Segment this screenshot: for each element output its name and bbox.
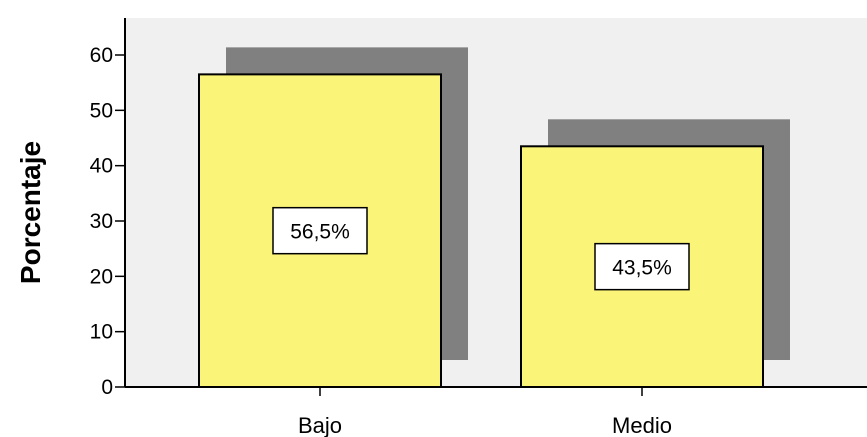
y-tick-label: 40 (90, 155, 113, 178)
y-tick-label: 60 (90, 44, 113, 67)
y-tick-label: 30 (90, 210, 113, 233)
y-axis-label: Porcentaje (15, 141, 46, 284)
y-tick-label: 0 (101, 376, 113, 399)
bars-layer: 56,5% 43,5% (198, 47, 790, 388)
data-label: 56,5% (290, 221, 350, 244)
data-label-box (272, 206, 368, 255)
data-label-box (594, 242, 690, 291)
y-tick-label: 20 (90, 265, 113, 288)
data-label: 43,5% (612, 257, 672, 280)
x-tick-label: Medio (612, 413, 672, 437)
x-tick-label: Bajo (298, 413, 342, 437)
axes-layer: Bajo Medio 0 10 20 30 40 50 60 (90, 18, 867, 437)
y-tick-label: 10 (90, 321, 113, 344)
y-tick-label: 50 (90, 99, 113, 122)
